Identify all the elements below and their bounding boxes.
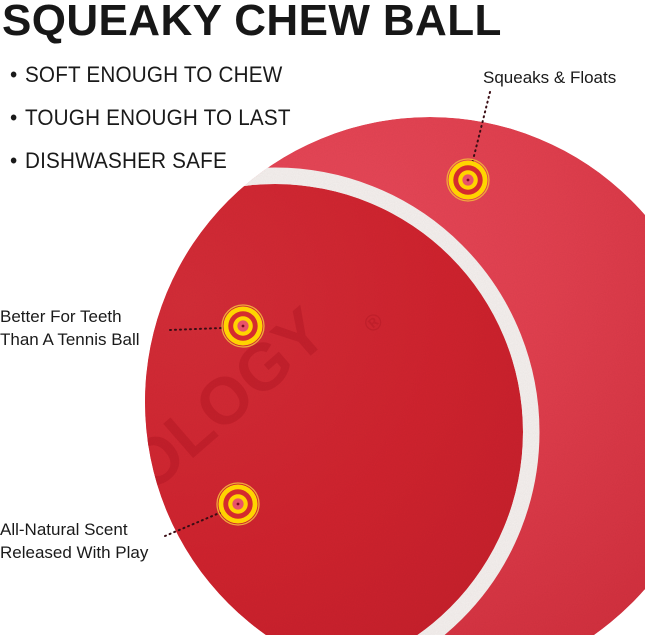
svg-text:®: ®	[358, 307, 388, 338]
